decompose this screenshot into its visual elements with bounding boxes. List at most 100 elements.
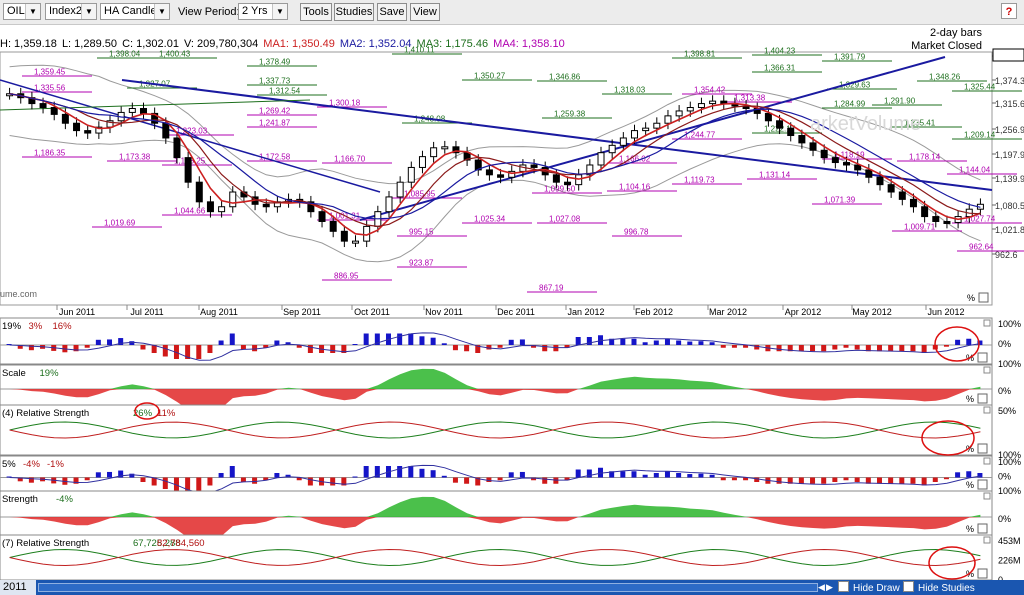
- market-status: Market Closed: [911, 40, 982, 52]
- level-label: 1,173.38: [119, 153, 151, 162]
- hist-bar: [575, 469, 581, 478]
- hist-bar: [430, 337, 436, 345]
- candle-body: [441, 146, 449, 150]
- price-chart[interactable]: 1,398.041,400.431,378.491,337.731,327.07…: [0, 0, 1024, 580]
- level-label: 1,359.45: [34, 68, 66, 77]
- trend-line[interactable]: [121, 79, 993, 191]
- view-button[interactable]: View: [410, 3, 440, 21]
- hist-bar: [196, 345, 202, 359]
- hist-bar: [977, 340, 983, 345]
- hide-studies-checkbox[interactable]: [903, 581, 914, 592]
- percent-checkbox[interactable]: [977, 393, 988, 404]
- percent-checkbox[interactable]: [977, 568, 988, 579]
- index-select[interactable]: Index2 ▼: [45, 3, 97, 20]
- hist-bar: [162, 345, 168, 357]
- help-icon[interactable]: ?: [1001, 3, 1017, 19]
- symbol-select[interactable]: OIL ▼: [3, 3, 41, 20]
- studies-button[interactable]: Studies: [334, 3, 374, 21]
- index-value: Index2: [49, 5, 83, 17]
- hist-bar: [374, 466, 380, 478]
- candle-body: [61, 113, 69, 124]
- chevron-down-icon[interactable]: ▼: [154, 4, 169, 19]
- hist-bar: [653, 473, 659, 478]
- hist-bar: [118, 470, 124, 478]
- hist-bar: [307, 345, 313, 353]
- candle-body: [218, 206, 226, 213]
- hist-bar: [464, 477, 470, 484]
- study-histogram-2: 5% -4% -1% 100% 0% 100%%: [0, 457, 1021, 496]
- candle-body: [854, 164, 862, 171]
- level-label: 1,366.31: [764, 64, 796, 73]
- x-tick-label: Feb 2012: [635, 307, 673, 317]
- study-relative-strength-7: (7) Relative Strength 67,725,28882,784,56…: [2, 536, 1021, 580]
- study-panel-frame: [0, 317, 993, 365]
- study-y-label: 226M: [998, 556, 1021, 566]
- hist-bar: [330, 477, 336, 486]
- hist-bar: [408, 466, 414, 478]
- hist-bar: [419, 336, 425, 345]
- level-label: 1,104.16: [619, 183, 651, 192]
- hist-bar: [955, 472, 961, 478]
- candle-body: [776, 120, 784, 129]
- percent-checkbox[interactable]: [977, 352, 988, 363]
- chart-style-select[interactable]: HA Candle ▼: [100, 3, 170, 20]
- percent-label: %: [966, 524, 974, 534]
- signal-line: [9, 464, 981, 494]
- close-icon[interactable]: [983, 319, 991, 327]
- save-button[interactable]: Save: [377, 3, 407, 21]
- hist-bar: [888, 345, 894, 352]
- candle-body: [173, 137, 181, 159]
- candle-body: [463, 152, 471, 161]
- level-label: 1,099.50: [544, 185, 576, 194]
- scroll-right-icon[interactable]: ▶: [826, 582, 833, 592]
- percent-checkbox[interactable]: [977, 479, 988, 490]
- hist-bar: [486, 477, 492, 482]
- hist-bar: [140, 477, 146, 482]
- chevron-down-icon[interactable]: ▼: [272, 4, 287, 19]
- trend-line[interactable]: [359, 56, 946, 221]
- level-label: 1,300.18: [329, 99, 361, 108]
- hist-bar: [787, 345, 793, 352]
- hide-studies-label: Hide Studies: [918, 583, 975, 594]
- hist-bar: [955, 339, 961, 345]
- hide-studies-toggle[interactable]: Hide Studies: [903, 581, 975, 594]
- x-axis-labels: Jun 2011 Jul 2011 Aug 2011 Sep 2011 Oct 2011…: [56, 305, 965, 317]
- x-tick-label: Aug 2011: [200, 307, 238, 317]
- level-label: 1,172.58: [259, 153, 291, 162]
- candle-body: [709, 100, 717, 105]
- close-icon[interactable]: [983, 492, 991, 500]
- close-icon[interactable]: [983, 406, 991, 414]
- hist-bar: [531, 345, 537, 348]
- level-label: 1,209.14: [964, 131, 996, 140]
- hist-bar: [419, 468, 425, 478]
- level-label: 1,400.43: [159, 50, 191, 59]
- percent-checkbox[interactable]: [977, 443, 988, 454]
- view-period-select[interactable]: 2 Yrs ▼: [238, 3, 288, 20]
- close-icon[interactable]: [983, 366, 991, 374]
- candle-body: [530, 164, 538, 168]
- strength-line: [9, 421, 981, 439]
- percent-checkbox[interactable]: [978, 292, 989, 303]
- candle-body: [764, 112, 772, 122]
- level-label: 1,085.95: [404, 190, 436, 199]
- level-label: 1,312.54: [269, 87, 301, 96]
- level-label: 1,335.56: [34, 84, 66, 93]
- candle-body: [385, 196, 393, 213]
- scroll-left-icon[interactable]: ◀: [818, 582, 825, 592]
- hist-bar: [876, 477, 882, 484]
- candle-body: [653, 122, 661, 129]
- hist-bar: [843, 345, 849, 348]
- signal-line: [9, 332, 981, 361]
- close-icon[interactable]: [983, 457, 991, 465]
- close-icon[interactable]: [983, 536, 991, 544]
- watermark: arketVolume: [810, 113, 921, 135]
- percent-checkbox[interactable]: [977, 523, 988, 534]
- hide-draw-checkbox[interactable]: [838, 581, 849, 592]
- chevron-down-icon[interactable]: ▼: [81, 4, 96, 19]
- chevron-down-icon[interactable]: ▼: [25, 4, 40, 19]
- hide-draw-toggle[interactable]: Hide Draw: [838, 581, 900, 594]
- y-tick-label: 1,374.3: [995, 76, 1024, 86]
- source-text: ume.com: [0, 289, 37, 299]
- time-scrollbar[interactable]: [38, 583, 818, 592]
- tools-button[interactable]: Tools: [300, 3, 332, 21]
